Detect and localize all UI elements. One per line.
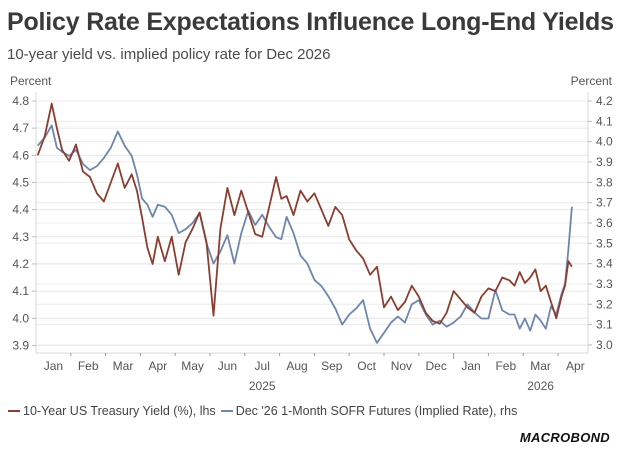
legend-swatch-sofr-futures [220,410,233,412]
right-tick-label: 4.0 [596,135,613,149]
left-tick-label: 4.3 [12,230,29,244]
gridlines [36,100,588,346]
right-y-axis: 4.2 4.1 4.0 3.9 3.8 3.7 3.6 3.5 3.4 3.3 3.2 3.1 3.0 [588,94,613,352]
legend-item-sofr-futures: Dec '26 1-Month SOFR Futures (Implied Ra… [220,404,518,418]
x-tick-label: Sep [321,359,343,373]
sofr-futures-line [37,124,573,344]
macrobond-logo: MACROBOND [519,430,610,445]
right-tick-label: 3.5 [596,236,613,250]
x-tick-label: Apr [566,359,585,373]
x-tick-label: Feb [495,359,516,373]
left-axis-unit-label: Percent [10,74,52,88]
x-tick-label: Nov [391,359,412,373]
x-tick-label: May [181,359,204,373]
legend-label-sofr-futures: Dec '26 1-Month SOFR Futures (Implied Ra… [235,404,518,418]
x-tick-label: Mar [113,359,134,373]
left-tick-label: 4.0 [12,311,29,325]
x-tick-label: Aug [286,359,307,373]
treasury-yield-line [36,102,573,325]
left-tick-label: 4.2 [12,257,29,271]
right-tick-label: 3.9 [596,155,613,169]
left-tick-label: 4.6 [12,148,29,162]
left-tick-label: 4.4 [12,203,29,217]
right-tick-label: 3.8 [596,175,613,189]
left-tick-label: 3.9 [12,338,29,352]
legend-item-treasury-yield: 10-Year US Treasury Yield (%), lhs [8,404,216,418]
x-tick-label: Apr [148,359,167,373]
left-tick-label: 4.5 [12,175,29,189]
x-tick-label: Feb [78,359,99,373]
x-tick-label: Jan [461,359,480,373]
x-tick-label: Mar [530,359,551,373]
series-lines [36,102,573,344]
right-tick-label: 3.1 [596,318,613,332]
legend-label-treasury-yield: 10-Year US Treasury Yield (%), lhs [23,404,216,418]
x-tick-label: Jun [218,359,237,373]
chart-subtitle: 10-year yield vs. implied policy rate fo… [7,46,331,63]
x-tick-label: Jan [44,359,63,373]
left-tick-label: 4.7 [12,121,29,135]
right-axis-unit-label: Percent [570,74,612,88]
right-tick-label: 3.0 [596,338,613,352]
left-y-axis: 4.8 4.7 4.6 4.5 4.4 4.3 4.2 4.1 4.0 3.9 [12,94,36,352]
x-year-label: 2025 [249,379,276,393]
right-tick-label: 3.4 [596,257,613,271]
right-tick-label: 4.2 [596,94,613,108]
legend-swatch-treasury-yield [8,410,20,412]
left-tick-label: 4.1 [12,284,29,298]
left-tick-label: 4.8 [12,94,29,108]
right-tick-label: 3.6 [596,216,613,230]
x-tick-label: Jul [255,359,270,373]
right-tick-label: 4.1 [596,114,613,128]
right-tick-label: 3.7 [596,196,613,210]
chart-title: Policy Rate Expectations Influence Long-… [7,8,614,36]
x-year-label: 2026 [527,379,554,393]
right-tick-label: 3.2 [596,297,613,311]
legend: 10-Year US Treasury Yield (%), lhs Dec '… [8,404,522,418]
x-tick-label: Dec [426,359,447,373]
right-tick-label: 3.3 [596,277,613,291]
x-axis: Jan Feb Mar Apr May Jun Jul Aug Sep Oct Nov Dec Jan F… [44,353,585,393]
x-tick-label: Oct [357,359,376,373]
